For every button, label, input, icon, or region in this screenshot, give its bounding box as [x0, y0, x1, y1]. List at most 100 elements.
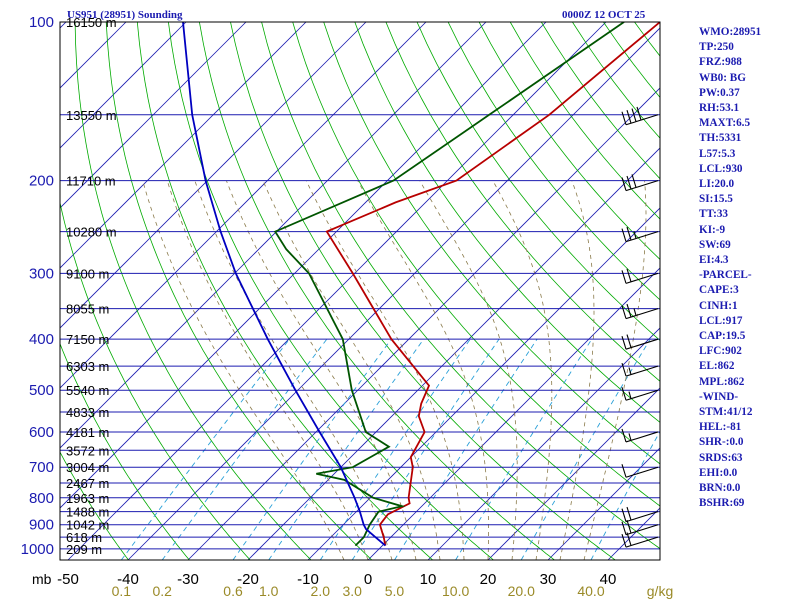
index-line: BSHR:69: [699, 497, 745, 510]
pressure-tick-label: 800: [29, 490, 54, 507]
temperature-tick-label: 20: [480, 571, 497, 588]
dry-adiabat-line: [292, 22, 660, 507]
mixing-ratio-label: 0.2: [153, 583, 173, 599]
stability-index-list: WMO:28951 TP:250 FRZ:988 WB0: BG PW:0.37 RH:5…: [699, 25, 761, 512]
index-line: TP:250: [699, 41, 734, 54]
wind-barb: [621, 519, 659, 536]
pressure-tick-label: 900: [29, 517, 54, 534]
index-line: MAXT:6.5: [699, 117, 751, 130]
plot-frame: [59, 21, 661, 561]
isotherm-line: [60, 22, 247, 209]
height-label: 4833 m: [66, 405, 109, 420]
wind-barb: [621, 362, 659, 377]
dry-adiabat-line: [385, 22, 660, 382]
height-label: 11710 m: [66, 174, 116, 189]
index-line: SRDS:63: [699, 451, 743, 464]
isotherm-line: [60, 22, 427, 389]
index-line: SI:15.5: [699, 193, 733, 206]
dry-adiabat-line: [199, 22, 555, 560]
index-line: KI:-9: [699, 223, 726, 236]
valid-time: 0000Z 12 OCT 25: [562, 9, 646, 21]
moist-adiabat-line: [166, 180, 369, 560]
temperature-tick-label: 10: [420, 571, 437, 588]
moist-adiabat-line: [492, 180, 553, 560]
isotherm-line: [67, 22, 607, 560]
isotherm-line: [307, 207, 660, 560]
dry-adiabat-line: [323, 22, 660, 465]
index-line: PW:0.37: [699, 86, 740, 99]
height-label: 7150 m: [66, 332, 109, 347]
index-line: HEL:-81: [699, 421, 742, 434]
mixing-ratio-line: [319, 338, 471, 560]
index-line: WB0: BG: [699, 71, 746, 84]
chart-title: US951 (28951) Sounding: [67, 9, 183, 21]
isotherm-line: [60, 22, 367, 329]
height-label: 1963 m: [66, 491, 109, 506]
mixing-ratio-line: [455, 338, 593, 560]
wind-barb: [621, 226, 659, 243]
dry-adiabat-line: [168, 22, 494, 560]
height-label: 618 m: [66, 530, 102, 545]
pressure-tick-label: 1000: [21, 541, 54, 558]
index-line: EL:862: [699, 360, 735, 373]
dry-adiabat-line: [60, 342, 190, 560]
thermo-grid: [0, 22, 660, 560]
wind-barb: [621, 428, 659, 443]
wind-barb: [621, 106, 659, 126]
dry-adiabat-line: [416, 22, 660, 341]
index-line: LFC:902: [699, 345, 742, 358]
mixing-ratio-label: 40.0: [577, 583, 604, 599]
pressure-tick-label: 200: [29, 173, 54, 190]
height-label: 3004 m: [66, 460, 109, 475]
moist-adiabat-line: [226, 180, 417, 560]
mixing-ratio-unit: g/kg: [647, 583, 673, 599]
isotherm-line: [60, 22, 187, 149]
moist-adiabat-line: [419, 180, 518, 560]
isotherm-line: [547, 447, 660, 560]
mixing-ratio-line: [232, 338, 392, 560]
moist-adiabat-line: [583, 180, 647, 560]
mixing-ratio-line: [161, 338, 328, 560]
index-line: EI:4.3: [699, 254, 729, 267]
index-line: WMO:28951: [699, 26, 762, 38]
wind-barb: [621, 268, 659, 284]
index-line: RH:53.1: [699, 102, 740, 115]
temperature-trace: [325, 22, 660, 546]
index-line: LI:20.0: [699, 178, 735, 191]
moist-adiabat-line: [559, 180, 595, 560]
height-label: 5540 m: [66, 383, 109, 398]
height-label: 3572 m: [66, 443, 109, 458]
height-label: 4181 m: [66, 425, 109, 440]
temperature-tick-label: -20: [237, 571, 259, 588]
mixing-ratio-label: 10.0: [442, 583, 469, 599]
wind-barb: [621, 174, 659, 192]
index-line: -PARCEL-: [699, 269, 752, 282]
moist-adiabat-line: [262, 180, 441, 560]
isotherm-line: [0, 22, 6, 560]
index-line: LCL:917: [699, 314, 743, 327]
pressure-tick-label: 500: [29, 382, 54, 399]
wind-barb: [621, 532, 659, 548]
wind-barb-column: [621, 106, 659, 548]
index-line: CINH:1: [699, 299, 738, 312]
dry-adiabat-line: [478, 22, 660, 260]
index-line: FRZ:988: [699, 56, 742, 69]
dewpoint-trace: [273, 22, 625, 547]
pressure-tick-label: 600: [29, 424, 54, 441]
height-label: 1042 m: [66, 518, 109, 533]
temperature-tick-label: -40: [117, 571, 139, 588]
parcel-trace: [182, 22, 386, 547]
dry-adiabat-line: [540, 22, 660, 180]
wind-barb: [621, 387, 659, 401]
mixing-ratio-label: 1.0: [259, 583, 279, 599]
isotherm-line: [60, 22, 487, 449]
index-line: SW:69: [699, 238, 731, 251]
index-line: BRN:0.0: [699, 482, 741, 495]
isotherm-line: [127, 27, 660, 560]
height-label: 1488 m: [66, 505, 109, 520]
index-line: -WIND-: [699, 390, 739, 403]
mixing-ratio-line: [590, 430, 660, 560]
temperature-tick-label: -30: [177, 571, 199, 588]
